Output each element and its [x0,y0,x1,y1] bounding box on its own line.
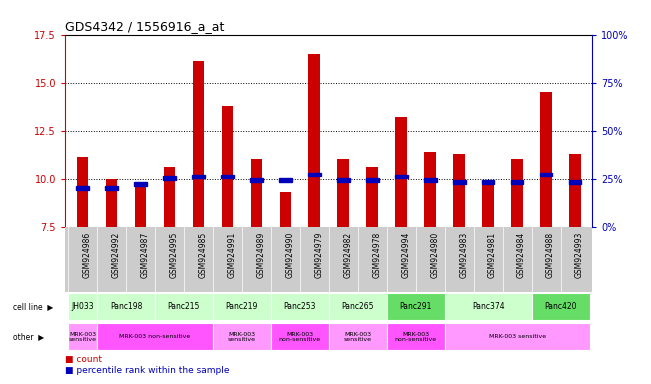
FancyBboxPatch shape [213,323,271,351]
FancyBboxPatch shape [213,293,271,320]
Text: GSM924989: GSM924989 [256,232,266,278]
Text: GSM924988: GSM924988 [546,232,555,278]
FancyBboxPatch shape [329,293,387,320]
Text: GDS4342 / 1556916_a_at: GDS4342 / 1556916_a_at [65,20,225,33]
Bar [511,159,523,227]
Bar [105,186,118,190]
Bar [135,184,146,227]
FancyBboxPatch shape [329,323,387,351]
Bar [221,175,234,178]
Text: GSM924981: GSM924981 [488,232,497,278]
Text: GSM924992: GSM924992 [111,232,120,278]
Bar [77,157,89,227]
Bar [482,180,495,184]
Text: Panc198: Panc198 [110,302,142,311]
Bar [569,154,581,227]
FancyBboxPatch shape [155,293,213,320]
Bar [105,179,117,227]
Bar [540,92,552,227]
Text: other  ▶: other ▶ [13,333,44,341]
FancyBboxPatch shape [271,323,329,351]
Text: ■ percentile rank within the sample: ■ percentile rank within the sample [65,366,230,375]
Bar [510,180,523,184]
Text: GSM924991: GSM924991 [227,232,236,278]
Text: GSM924993: GSM924993 [575,232,584,278]
Text: Panc420: Panc420 [544,302,577,311]
Bar [221,106,233,227]
Text: MRK-003
non-sensitive: MRK-003 non-sensitive [279,331,321,343]
Bar [540,173,553,177]
Bar [134,182,147,186]
Bar [279,178,292,182]
FancyBboxPatch shape [445,323,590,351]
Bar [279,192,291,227]
Text: GSM924987: GSM924987 [141,232,150,278]
Bar [569,180,581,184]
FancyBboxPatch shape [97,323,213,351]
Bar [367,167,378,227]
Text: GSM924984: GSM924984 [517,232,526,278]
FancyBboxPatch shape [271,293,329,320]
Text: Panc291: Panc291 [400,302,432,311]
Bar [395,175,408,178]
Bar [193,61,204,227]
Bar [251,159,262,227]
Text: Panc265: Panc265 [342,302,374,311]
Bar [452,180,465,184]
Text: Panc219: Panc219 [226,302,258,311]
Bar [424,178,437,182]
Text: GSM924986: GSM924986 [83,232,92,278]
FancyBboxPatch shape [387,293,445,320]
Text: GSM924978: GSM924978 [372,232,381,278]
FancyBboxPatch shape [445,293,532,320]
Text: JH033: JH033 [71,302,94,311]
FancyBboxPatch shape [387,323,445,351]
Text: GSM924980: GSM924980 [430,232,439,278]
Text: Panc374: Panc374 [472,302,505,311]
Bar [337,178,350,182]
FancyBboxPatch shape [97,293,155,320]
Bar [337,159,349,227]
Text: GSM924979: GSM924979 [314,232,324,278]
Text: cell line  ▶: cell line ▶ [13,302,53,311]
Bar [424,152,436,227]
FancyBboxPatch shape [532,293,590,320]
Text: GSM924990: GSM924990 [285,232,294,278]
Bar [308,173,321,177]
Text: Panc215: Panc215 [168,302,200,311]
Bar [163,167,175,227]
Text: Panc253: Panc253 [284,302,316,311]
Bar [395,117,407,227]
Text: MRK-003
non-sensitive: MRK-003 non-sensitive [395,331,437,343]
Bar [163,177,176,180]
Text: GSM924985: GSM924985 [199,232,208,278]
Text: ■ count: ■ count [65,355,102,364]
FancyBboxPatch shape [68,323,97,351]
Text: MRK-003
sensitive: MRK-003 sensitive [68,331,96,343]
Text: GSM924982: GSM924982 [343,232,352,278]
Bar [309,54,320,227]
Text: GSM924994: GSM924994 [401,232,410,278]
Text: MRK-003 sensitive: MRK-003 sensitive [488,334,546,339]
Bar [366,178,379,182]
Bar [453,154,465,227]
Bar [76,186,89,190]
Text: MRK-003 non-sensitive: MRK-003 non-sensitive [119,334,191,339]
Text: MRK-003
sensitive: MRK-003 sensitive [344,331,372,343]
Text: GSM924983: GSM924983 [459,232,468,278]
Text: MRK-003
sensitive: MRK-003 sensitive [228,331,256,343]
Bar [250,178,263,182]
Bar [192,175,205,178]
FancyBboxPatch shape [68,293,97,320]
Text: GSM924995: GSM924995 [169,232,178,278]
Bar [482,184,494,227]
